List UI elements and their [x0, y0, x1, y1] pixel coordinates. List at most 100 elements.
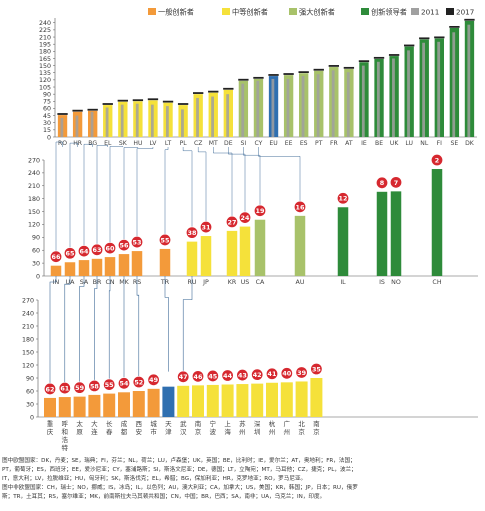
- y-tick-label-eu: 30: [43, 120, 51, 127]
- marker-2017-IE: [358, 60, 370, 63]
- marker-2017-BG: [87, 108, 98, 111]
- y-tick-label-eu: 45: [43, 113, 51, 120]
- marker-2017-HR: [72, 109, 83, 112]
- rank-label-nonEU: 64: [80, 248, 89, 256]
- y-tick-label-p2: 60: [26, 388, 34, 395]
- bar-cn-9: [177, 385, 190, 417]
- connector-line: [182, 147, 193, 227]
- marker-2017-LV: [147, 98, 159, 101]
- x-tick-label-nonEU: MK: [119, 279, 129, 286]
- x-tick-label-cn: 广: [284, 419, 291, 428]
- marker-2017-NL: [419, 37, 430, 40]
- x-tick-label-eu: EL: [104, 140, 112, 147]
- x-tick-label-cn: 宁: [210, 419, 217, 428]
- bar-2011-EE: [286, 78, 290, 137]
- x-tick-label-cn: 连: [91, 427, 98, 436]
- x-tick-label-eu: UK: [390, 140, 399, 147]
- rank-badge-nonEU: [90, 243, 104, 257]
- y-tick-label-p2: 0: [30, 414, 34, 421]
- rank-badge-cn: [191, 370, 205, 383]
- y-tick-label-p2: 210: [22, 323, 34, 330]
- legend-label-leader: 创新领导者: [371, 8, 407, 17]
- x-tick-label-eu: SE: [451, 140, 459, 147]
- bar-2011-IE: [361, 65, 365, 137]
- marker-2017-MT: [208, 90, 219, 93]
- connector-line: [182, 276, 193, 371]
- rank-label-cn: 39: [297, 369, 306, 377]
- connector-line: [108, 276, 111, 379]
- x-tick-label-cn: 上: [224, 419, 231, 428]
- rank-badge-nonEU: [430, 153, 444, 167]
- x-tick-label-eu: EE: [285, 140, 293, 147]
- x-tick-label-cn: 武: [180, 419, 187, 428]
- y-tick-label-eu: 105: [39, 84, 51, 91]
- x-tick-label-cn: 州: [284, 428, 291, 436]
- x-tick-label-cn: 呼: [62, 419, 69, 428]
- bar-nonEU-4: [104, 257, 116, 276]
- x-tick-label-cn: 京: [313, 427, 320, 436]
- x-tick-label-eu: PL: [180, 140, 188, 147]
- x-tick-label-eu: SI: [241, 140, 247, 147]
- bar-nonEU-16: [390, 191, 402, 276]
- y-tick-label-eu: 225: [39, 27, 51, 34]
- connector-line: [55, 141, 63, 251]
- x-tick-label-eu: IE: [361, 140, 367, 147]
- y-tick-label-p2: 120: [22, 362, 34, 369]
- connector-line: [136, 147, 154, 237]
- marker-2017-CZ: [193, 92, 204, 94]
- y-tick-label-eu: 0: [47, 134, 51, 141]
- marker-2017-LT: [162, 100, 174, 103]
- x-tick-label-nonEU: AU: [296, 279, 305, 286]
- legend-swatch-y2011: [411, 8, 419, 15]
- rank-label-cn: 40: [282, 370, 291, 378]
- bar-2011-CZ: [196, 97, 199, 137]
- bar-2011-EL: [105, 107, 109, 137]
- y-tick-label-p2: 150: [22, 349, 34, 356]
- bar-2011-ES: [301, 76, 305, 137]
- connector-line: [164, 147, 169, 234]
- y-tick-label-eu: 90: [43, 91, 51, 98]
- x-tick-label-eu: BE: [375, 140, 383, 147]
- bar-cn-15: [266, 382, 278, 417]
- y-tick-label-p1: 60: [32, 248, 40, 255]
- x-tick-label-eu: CZ: [194, 140, 202, 147]
- connector-line: [213, 147, 233, 216]
- note-line: 图中非欧盟国家：CH，瑞士；NO，挪威；IS，冰岛；IL，以色列；AU，澳大利亚…: [2, 485, 358, 491]
- rank-badge-nonEU: [375, 176, 389, 189]
- y-tick-label-p1: 30: [32, 260, 40, 267]
- bar-2011-PL: [181, 109, 184, 137]
- bar-2011-SI: [241, 83, 245, 137]
- bar-nonEU-3: [91, 258, 103, 276]
- rank-label-nonEU: 65: [66, 250, 75, 258]
- x-tick-label-cn: 成: [121, 419, 128, 428]
- y-tick-label-p2: 240: [22, 310, 34, 317]
- x-tick-label-cn: 海: [224, 427, 231, 436]
- note-line: 图中欧盟国家：DK，丹麦；SE，瑞典；FI，芬兰；NL，荷兰；LU，卢森堡；UK…: [2, 458, 356, 464]
- marker-2017-BE: [373, 56, 385, 59]
- legend-label-moderate: 中等创新者: [232, 8, 268, 17]
- rank-label-nonEU: 12: [339, 195, 348, 203]
- chart-canvas: 一般创新者 中等创新者 强大创新者 创新领导者 2011 2017015304560759…: [22, 8, 478, 452]
- connector-line: [164, 276, 169, 372]
- marker-2017-EU: [268, 74, 279, 76]
- rank-badge-cn: [147, 373, 160, 387]
- legend-swatch-leader: [361, 8, 369, 15]
- rank-badge-nonEU: [225, 215, 239, 229]
- connector-line: [96, 145, 108, 244]
- rank-badge-cn: [221, 369, 234, 382]
- rank-badge-nonEU: [185, 226, 199, 239]
- rank-badge-cn: [206, 369, 220, 383]
- bar-2011-LU: [407, 50, 410, 138]
- x-tick-label-cn: 城: [150, 420, 157, 428]
- legend-swatch-modest: [148, 8, 156, 15]
- rank-label-cn: 52: [134, 378, 143, 386]
- x-tick-label-eu: CY: [255, 140, 263, 147]
- x-tick-label-cn: 西: [136, 420, 143, 428]
- rank-badge-cn: [295, 366, 308, 379]
- x-tick-label-nonEU: BR: [93, 279, 102, 286]
- bar-2011-NL: [422, 42, 425, 137]
- bar-nonEU-11: [239, 226, 251, 276]
- x-tick-label-eu: AT: [345, 140, 353, 147]
- rank-label-cn: 55: [105, 381, 114, 389]
